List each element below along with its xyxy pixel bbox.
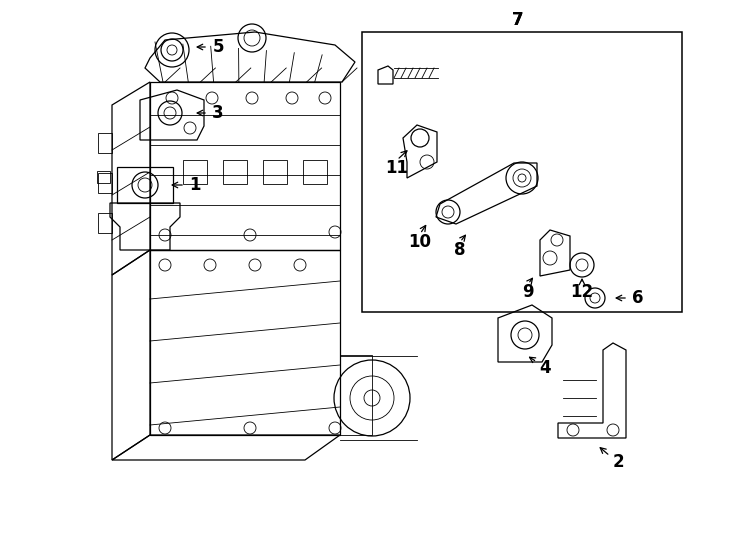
Text: 10: 10 — [409, 233, 432, 251]
Text: 8: 8 — [454, 241, 466, 259]
Text: 3: 3 — [212, 104, 224, 122]
Text: 4: 4 — [539, 359, 550, 377]
Text: 6: 6 — [632, 289, 644, 307]
Text: 1: 1 — [189, 176, 201, 194]
Text: 7: 7 — [512, 11, 524, 29]
Text: 11: 11 — [385, 159, 409, 177]
Text: 2: 2 — [612, 453, 624, 471]
Text: 5: 5 — [212, 38, 224, 56]
Text: 7: 7 — [512, 11, 524, 29]
Text: 12: 12 — [570, 283, 594, 301]
Text: 9: 9 — [522, 283, 534, 301]
